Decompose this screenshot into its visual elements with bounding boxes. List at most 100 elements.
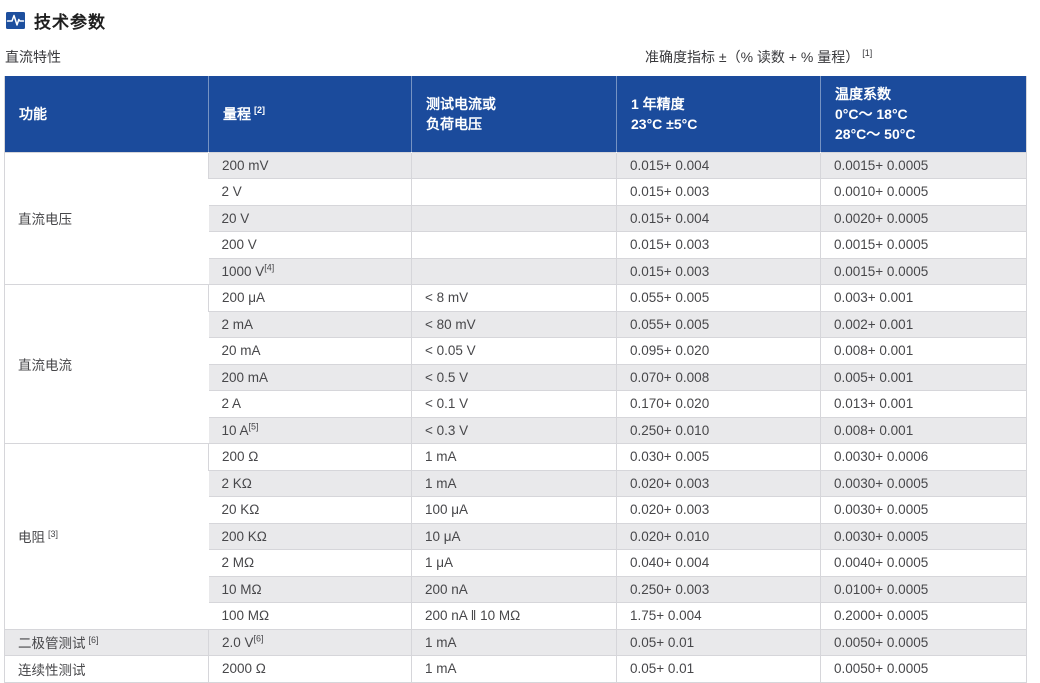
test-cell: 200 nA ‖ 10 MΩ xyxy=(411,602,617,629)
table-row: 直流电压 200 mV 0.015+ 0.004 0.0015+ 0.0005 xyxy=(4,151,1027,285)
range-cell: 2 mA xyxy=(208,310,412,338)
range-cell: 2000 Ω xyxy=(208,655,412,682)
test-cell: < 0.3 V xyxy=(411,416,617,444)
table-row: 二极管测试 [6] 2.0 V[6] 1 mA 0.05+ 0.01 0.0050… xyxy=(4,628,1027,656)
range-cell: 2 A xyxy=(208,390,412,417)
tempco-cell: 0.0020+ 0.0005 xyxy=(820,204,1027,232)
table-row: 2 mA < 80 mV 0.055+ 0.005 0.002+ 0.001 xyxy=(5,310,1027,338)
test-cell xyxy=(411,178,617,205)
table-row: 直流电流 200 μA < 8 mV 0.055+ 0.005 0.003+ 0… xyxy=(4,284,1027,444)
test-cell xyxy=(411,257,617,285)
tempco-cell: 0.005+ 0.001 xyxy=(820,363,1027,391)
accuracy-cell: 0.030+ 0.005 xyxy=(616,443,821,470)
accuracy-cell: 0.05+ 0.01 xyxy=(616,655,821,682)
tempco-cell: 0.2000+ 0.0005 xyxy=(820,602,1027,629)
table-row: 200 V 0.015+ 0.003 0.0015+ 0.0005 xyxy=(5,231,1027,258)
accuracy-cell: 0.020+ 0.003 xyxy=(616,469,821,497)
accuracy-cell: 0.015+ 0.003 xyxy=(616,231,821,258)
table-row: 20 KΩ 100 μA 0.020+ 0.003 0.0030+ 0.0005 xyxy=(5,496,1027,523)
tempco-cell: 0.0050+ 0.0005 xyxy=(820,655,1027,682)
test-cell: < 8 mV xyxy=(411,284,617,311)
accuracy-cell: 0.250+ 0.003 xyxy=(616,575,821,603)
tempco-cell: 0.0030+ 0.0005 xyxy=(820,496,1027,523)
range-cell: 200 Ω xyxy=(208,443,412,470)
header-row: 功能 量程 [2] 测试电流或 负荷电压 1 年精度 23°C ±5°C 温度系数 0°… xyxy=(4,76,1027,152)
table-row: 20 V 0.015+ 0.004 0.0020+ 0.0005 xyxy=(5,204,1027,232)
header-range: 量程 [2] xyxy=(208,76,412,152)
tempco-cell: 0.0100+ 0.0005 xyxy=(820,575,1027,603)
test-cell: 100 μA xyxy=(411,496,617,523)
function-cell-continuity-test: 连续性测试 xyxy=(4,655,209,682)
table-row: 2 V 0.015+ 0.003 0.0010+ 0.0005 xyxy=(5,178,1027,205)
function-cell-resistance: 电阻 [3] xyxy=(4,443,209,629)
accuracy-cell: 1.75+ 0.004 xyxy=(616,602,821,629)
range-cell: 2 V xyxy=(208,178,412,205)
spec-table: 功能 量程 [2] 测试电流或 负荷电压 1 年精度 23°C ±5°C 温度系数 0°… xyxy=(4,76,1027,683)
accuracy-cell: 0.250+ 0.010 xyxy=(616,416,821,444)
tempco-cell: 0.0030+ 0.0006 xyxy=(820,443,1027,470)
range-cell: 200 mA xyxy=(208,363,412,391)
pulse-waveform-icon xyxy=(6,12,25,29)
accuracy-cell: 0.05+ 0.01 xyxy=(616,628,821,656)
accuracy-cell: 0.170+ 0.020 xyxy=(616,390,821,417)
test-cell: 1 mA xyxy=(411,628,617,656)
function-cell-diode-test: 二极管测试 [6] xyxy=(4,628,209,656)
header-function: 功能 xyxy=(4,76,209,152)
table-row: 200 KΩ 10 μA 0.020+ 0.010 0.0030+ 0.0005 xyxy=(5,522,1027,550)
test-cell: 1 μA xyxy=(411,549,617,576)
range-cell: 2 MΩ xyxy=(208,549,412,576)
range-cell: 20 KΩ xyxy=(208,496,412,523)
test-cell: 200 nA xyxy=(411,575,617,603)
table-row: 1000 V[4] 0.015+ 0.003 0.0015+ 0.0005 xyxy=(5,257,1027,285)
tempco-cell: 0.0015+ 0.0005 xyxy=(820,231,1027,258)
accuracy-cell: 0.015+ 0.003 xyxy=(616,178,821,205)
accuracy-cell: 0.055+ 0.005 xyxy=(616,284,821,311)
accuracy-spec-label: 准确度指标 ±（% 读数 + % 量程） [1] xyxy=(645,48,873,65)
range-cell: 20 mA xyxy=(208,337,412,364)
accuracy-cell: 0.070+ 0.008 xyxy=(616,363,821,391)
test-cell xyxy=(411,151,617,179)
table-header: 功能 量程 [2] 测试电流或 负荷电压 1 年精度 23°C ±5°C 温度系数 0°… xyxy=(4,76,1027,152)
table-row: 10 MΩ 200 nA 0.250+ 0.003 0.0100+ 0.0005 xyxy=(5,575,1027,603)
range-cell: 200 mV xyxy=(208,151,412,179)
range-cell: 10 MΩ xyxy=(208,575,412,603)
title-bar: 技术参数 xyxy=(0,0,1040,32)
table-row: 连续性测试 2000 Ω 1 mA 0.05+ 0.01 0.0050+ 0.0… xyxy=(4,655,1027,682)
range-cell: 20 V xyxy=(208,204,412,232)
range-cell: 200 KΩ xyxy=(208,522,412,550)
tempco-cell: 0.0015+ 0.0005 xyxy=(820,151,1027,179)
table-caption-row: 直流特性 准确度指标 ±（% 读数 + % 量程） [1] xyxy=(0,45,1040,69)
header-test-current: 测试电流或 负荷电压 xyxy=(411,76,617,152)
function-cell-dc-voltage: 直流电压 xyxy=(4,151,209,285)
range-cell: 200 μA xyxy=(208,284,412,311)
accuracy-cell: 0.015+ 0.004 xyxy=(616,151,821,179)
table-row: 电阻 [3] 200 Ω 1 mA 0.030+ 0.005 0.0030+ 0.… xyxy=(4,443,1027,629)
test-cell: 1 mA xyxy=(411,655,617,682)
page-title: 技术参数 xyxy=(34,13,106,32)
tempco-cell: 0.013+ 0.001 xyxy=(820,390,1027,417)
dc-characteristics-label: 直流特性 xyxy=(5,49,61,65)
header-temp-coefficient: 温度系数 0°C～ 18°C 28°C～ 50°C xyxy=(820,76,1027,152)
tempco-cell: 0.003+ 0.001 xyxy=(820,284,1027,311)
range-cell: 1000 V[4] xyxy=(208,257,412,285)
test-cell: 1 mA xyxy=(411,469,617,497)
tempco-cell: 0.008+ 0.001 xyxy=(820,416,1027,444)
accuracy-cell: 0.020+ 0.003 xyxy=(616,496,821,523)
tempco-cell: 0.0050+ 0.0005 xyxy=(820,628,1027,656)
table-row: 200 mA < 0.5 V 0.070+ 0.008 0.005+ 0.001 xyxy=(5,363,1027,391)
table-row: 10 A[5] < 0.3 V 0.250+ 0.010 0.008+ 0.00… xyxy=(5,416,1027,444)
test-cell: < 0.1 V xyxy=(411,390,617,417)
accuracy-cell: 0.040+ 0.004 xyxy=(616,549,821,576)
test-cell: 10 μA xyxy=(411,522,617,550)
tempco-cell: 0.0010+ 0.0005 xyxy=(820,178,1027,205)
range-cell: 200 V xyxy=(208,231,412,258)
tempco-cell: 0.002+ 0.001 xyxy=(820,310,1027,338)
test-cell: < 0.05 V xyxy=(411,337,617,364)
test-cell: 1 mA xyxy=(411,443,617,470)
test-cell: < 80 mV xyxy=(411,310,617,338)
tempco-cell: 0.0030+ 0.0005 xyxy=(820,469,1027,497)
tempco-cell: 0.008+ 0.001 xyxy=(820,337,1027,364)
table-row: 2 A < 0.1 V 0.170+ 0.020 0.013+ 0.001 xyxy=(5,390,1027,417)
footnote-ref: [1] xyxy=(862,48,873,59)
